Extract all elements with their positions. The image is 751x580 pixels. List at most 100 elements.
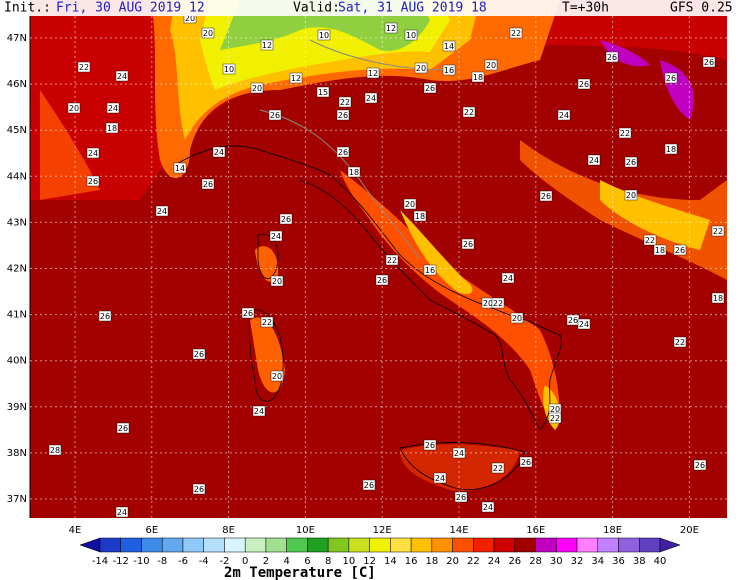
station-value: 15 xyxy=(318,88,328,97)
station-value: 24 xyxy=(88,149,98,158)
station-value: 22 xyxy=(620,129,630,138)
colorbar-box xyxy=(327,537,350,553)
station-value: 26 xyxy=(194,485,204,494)
station-box xyxy=(270,370,284,382)
station-box xyxy=(289,72,303,84)
station-value: 26 xyxy=(521,458,531,467)
station-value: 26 xyxy=(203,180,213,189)
station-box xyxy=(317,29,331,41)
station-value: 22 xyxy=(511,29,521,38)
station-value: 26 xyxy=(270,111,280,120)
station-value: 24 xyxy=(366,94,376,103)
station-value: 24 xyxy=(589,156,599,165)
lat-label: 43N xyxy=(7,217,27,228)
station-box xyxy=(624,156,638,168)
station-value: 22 xyxy=(645,236,655,245)
station-box xyxy=(338,96,352,108)
station-box xyxy=(86,175,100,187)
colorbar-tick-label: 14 xyxy=(384,556,397,567)
colorbar-tick-label: 40 xyxy=(654,556,667,567)
station-box xyxy=(173,162,187,174)
lon-label: 20E xyxy=(680,525,699,536)
station-value: 20 xyxy=(512,314,522,323)
valid-time: Sat, 31 AUG 2019 18 xyxy=(338,1,487,16)
station-value: 20 xyxy=(185,14,195,23)
station-box xyxy=(201,178,215,190)
map-axes: 47N 46N 45N 44N 43N 42N 41N 40N 39N 38N 37N 4E 6E 8E 1… xyxy=(7,33,699,536)
header: Init.: Fri, 30 AUG 2019 12 Valid: Sat, 3… xyxy=(0,0,751,16)
lat-label: 37N xyxy=(7,494,27,505)
station-box xyxy=(605,51,619,63)
colorbar-tick-label: -12 xyxy=(113,556,129,567)
station-value: 20 xyxy=(252,84,262,93)
colorbar-box xyxy=(618,537,640,553)
station-box xyxy=(269,230,283,242)
station-box xyxy=(664,143,678,155)
station-box xyxy=(375,274,389,286)
station-value: 22 xyxy=(464,108,474,117)
colorbar-tick-label: 10 xyxy=(343,556,356,567)
colorbar-box xyxy=(431,537,453,553)
lon-label: 4E xyxy=(69,525,82,536)
colorbar-box xyxy=(535,537,557,553)
lead-time: T=+30h xyxy=(562,1,609,16)
station-value: 26 xyxy=(463,240,473,249)
station-box xyxy=(442,64,456,76)
station-value: 20 xyxy=(272,277,282,286)
station-box xyxy=(252,405,266,417)
station-box xyxy=(260,39,274,51)
station-box xyxy=(452,447,466,459)
station-box xyxy=(384,22,398,34)
station-box xyxy=(481,501,495,513)
map-field xyxy=(29,0,727,518)
station-box xyxy=(664,72,678,84)
colorbar-tick-label: 6 xyxy=(304,556,310,567)
colorbar-box xyxy=(224,537,246,553)
station-value: 20 xyxy=(416,64,426,73)
lat-label: 44N xyxy=(7,171,27,182)
station-box xyxy=(587,154,601,166)
station-box xyxy=(366,67,380,79)
station-box xyxy=(673,336,687,348)
station-value: 24 xyxy=(157,207,167,216)
station-value: 18 xyxy=(473,73,483,82)
station-value: 26 xyxy=(456,493,466,502)
station-box xyxy=(423,264,437,276)
station-value: 24 xyxy=(559,111,569,120)
lat-label: 45N xyxy=(7,125,27,136)
station-box xyxy=(462,106,476,118)
init-time: Fri, 30 AUG 2019 12 xyxy=(56,1,205,16)
station-value: 10 xyxy=(406,31,416,40)
lat-label: 42N xyxy=(7,264,27,275)
station-box xyxy=(461,238,475,250)
colorbar-box xyxy=(348,537,370,553)
station-box xyxy=(509,27,523,39)
colorbar-tick-label: 20 xyxy=(446,556,459,567)
station-box xyxy=(501,272,515,284)
station-box xyxy=(155,205,169,217)
colorbar-tick-label: 18 xyxy=(425,556,438,567)
station-box xyxy=(539,190,553,202)
station-value: 18 xyxy=(415,212,425,221)
station-value: 12 xyxy=(386,24,396,33)
station-value: 24 xyxy=(214,148,224,157)
station-value: 26 xyxy=(364,481,374,490)
station-box xyxy=(423,82,437,94)
station-value: 18 xyxy=(713,294,723,303)
station-value: 20 xyxy=(550,405,560,414)
station-value: 26 xyxy=(194,350,204,359)
station-value: 26 xyxy=(425,441,435,450)
station-value: 12 xyxy=(291,74,301,83)
station-value: 22 xyxy=(675,338,685,347)
station-value: 20 xyxy=(626,191,636,200)
station-box xyxy=(192,483,206,495)
station-box xyxy=(624,189,638,201)
station-value: 20 xyxy=(203,29,213,38)
station-value: 26 xyxy=(377,276,387,285)
colorbar-box xyxy=(390,537,412,553)
station-value: 20 xyxy=(272,372,282,381)
station-value: 10 xyxy=(224,65,234,74)
station-box xyxy=(577,318,591,330)
colorbar-tick-label: 22 xyxy=(467,556,480,567)
